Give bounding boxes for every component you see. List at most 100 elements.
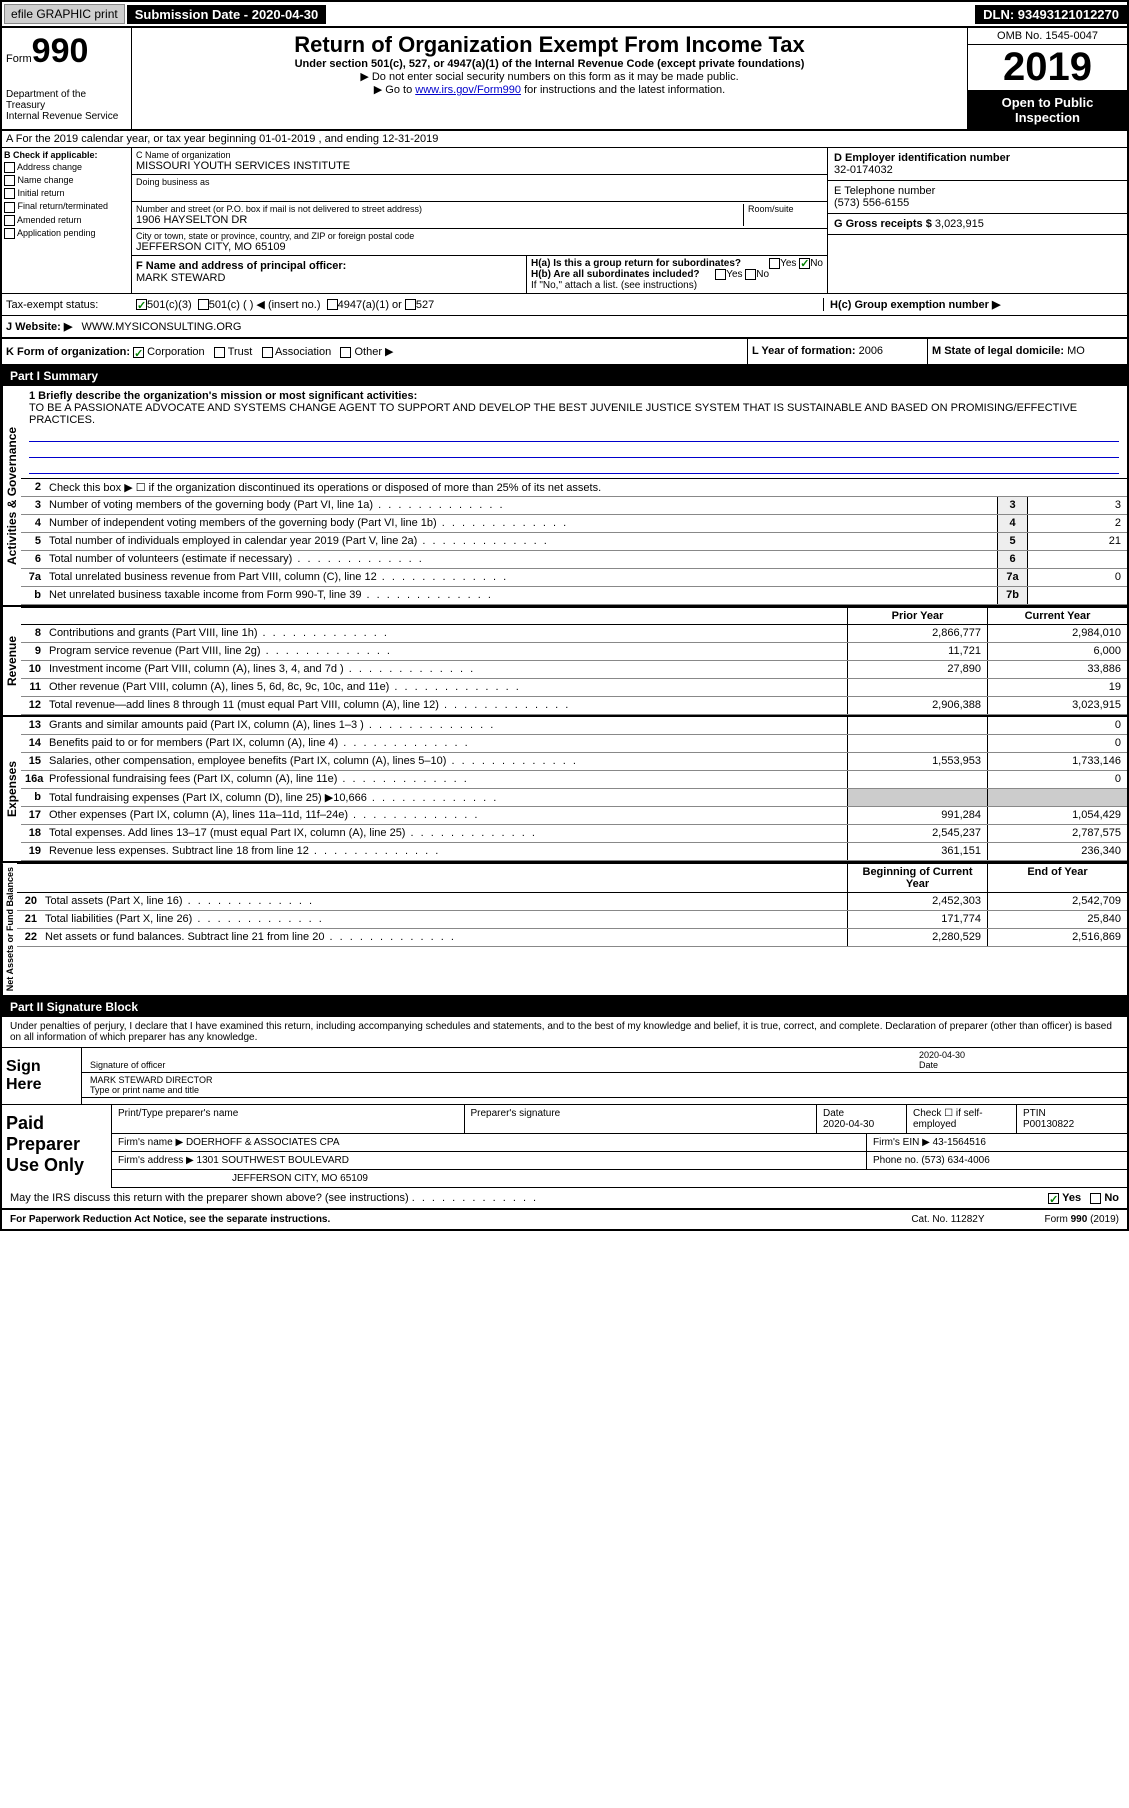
org-name-label: C Name of organization [136,150,823,160]
mission-text: TO BE A PASSIONATE ADVOCATE AND SYSTEMS … [29,402,1119,426]
form-version: Form 990 (2019) [1045,1214,1119,1225]
firm-city: JEFFERSON CITY, MO 65109 [112,1170,1127,1187]
tax-exempt-row: Tax-exempt status: 501(c)(3) 501(c) ( ) … [2,294,1127,316]
form-subtitle: Under section 501(c), 527, or 4947(a)(1)… [136,58,963,70]
check-option[interactable] [4,162,15,173]
financial-line: 22Net assets or fund balances. Subtract … [17,929,1127,947]
title-box: Return of Organization Exempt From Incom… [132,28,967,129]
ptin-label: PTIN [1023,1108,1046,1119]
financial-line: 14Benefits paid to or for members (Part … [21,735,1127,753]
dln-number: DLN: 93493121012270 [975,5,1127,24]
firm-addr-label: Firm's address ▶ [118,1155,194,1166]
firm-address: 1301 SOUTHWEST BOULEVARD [197,1155,349,1166]
ha-yes-checkbox[interactable] [769,258,780,269]
self-employed-check: Check ☐ if self-employed [907,1105,1017,1133]
section-b-header: B Check if applicable: [4,150,129,160]
activities-governance-section: Activities & Governance 1 Briefly descri… [2,386,1127,607]
right-header-box: OMB No. 1545-0047 2019 Open to Public In… [967,28,1127,129]
officer-label: F Name and address of principal officer: [136,260,522,272]
prep-name-label: Print/Type preparer's name [112,1105,465,1133]
website-label: J Website: ▶ [6,321,72,333]
check-option[interactable] [4,175,15,186]
declaration-text: Under penalties of perjury, I declare th… [2,1017,1127,1048]
website-row: J Website: ▶ WWW.MYSICONSULTING.ORG [2,316,1127,339]
summary-line: bNet unrelated business taxable income f… [21,587,1127,605]
period-line: A For the 2019 calendar year, or tax yea… [2,131,1127,148]
form-container: efile GRAPHIC print Submission Date - 20… [0,0,1129,1231]
4947-checkbox[interactable] [327,299,338,310]
hb-yes-checkbox[interactable] [715,269,726,280]
sig-date-value: 2020-04-30 [919,1050,965,1060]
hb-no-checkbox[interactable] [745,269,756,280]
part2-header: Part II Signature Block [2,997,1127,1017]
beginning-year-header: Beginning of Current Year [847,864,987,892]
addr-label: Number and street (or P.O. box if mail i… [136,204,743,214]
check-option[interactable] [4,215,15,226]
firm-ein: 43-1564516 [933,1137,986,1148]
financial-line: 16aProfessional fundraising fees (Part I… [21,771,1127,789]
note-ssn: ▶ Do not enter social security numbers o… [136,70,963,83]
gross-receipts-label: G Gross receipts $ [834,218,932,230]
financial-line: 11Other revenue (Part VIII, column (A), … [21,679,1127,697]
firm-name: DOERHOFF & ASSOCIATES CPA [186,1137,340,1148]
right-info-column: D Employer identification number 32-0174… [827,148,1127,293]
check-option[interactable] [4,188,15,199]
omb-number: OMB No. 1545-0047 [968,28,1127,45]
summary-line: 4Number of independent voting members of… [21,515,1127,533]
other-checkbox[interactable] [340,347,351,358]
section-a: B Check if applicable: Address change Na… [2,148,1127,294]
527-checkbox[interactable] [405,299,416,310]
firm-ein-label: Firm's EIN ▶ [873,1137,930,1148]
section-k-row: K Form of organization: Corporation Trus… [2,339,1127,366]
sign-here-label: Sign Here [2,1048,82,1104]
trust-checkbox[interactable] [214,347,225,358]
ha-label: H(a) Is this a group return for subordin… [531,258,741,269]
financial-line: 20Total assets (Part X, line 16)2,452,30… [17,893,1127,911]
prep-sig-label: Preparer's signature [465,1105,818,1133]
efile-print-button[interactable]: efile GRAPHIC print [4,4,125,24]
department-label: Department of the Treasury Internal Reve… [6,89,127,122]
ein-label: D Employer identification number [834,152,1121,164]
pra-notice: For Paperwork Reduction Act Notice, see … [10,1214,911,1225]
year-formation-value: 2006 [859,345,883,357]
domicile-value: MO [1067,345,1085,357]
irs-link[interactable]: www.irs.gov/Form990 [415,84,521,96]
501c-checkbox[interactable] [198,299,209,310]
note-link: ▶ Go to www.irs.gov/Form990 for instruct… [136,83,963,96]
financial-line: 19Revenue less expenses. Subtract line 1… [21,843,1127,861]
financial-line: 13Grants and similar amounts paid (Part … [21,717,1127,735]
form-header: Form990 Department of the Treasury Inter… [2,28,1127,131]
discuss-no-checkbox[interactable] [1090,1193,1101,1204]
domicile-label: M State of legal domicile: [932,345,1064,357]
k-label: K Form of organization: [6,346,130,358]
discuss-yes-checkbox[interactable] [1048,1193,1059,1204]
financial-line: 9Program service revenue (Part VIII, lin… [21,643,1127,661]
hb-label: H(b) Are all subordinates included? [531,269,700,280]
city-state-zip: JEFFERSON CITY, MO 65109 [136,241,823,253]
sig-date-label: Date [919,1060,938,1070]
firm-name-label: Firm's name ▶ [118,1137,183,1148]
type-name-label: Type or print name and title [90,1085,199,1095]
sig-officer-label: Signature of officer [90,1060,165,1070]
corp-checkbox[interactable] [133,347,144,358]
discuss-row: May the IRS discuss this return with the… [2,1188,1127,1210]
check-option[interactable] [4,228,15,239]
501c3-checkbox[interactable] [136,299,147,310]
submission-date: Submission Date - 2020-04-30 [127,5,327,24]
summary-line: 3Number of voting members of the governi… [21,497,1127,515]
tax-year: 2019 [968,45,1127,91]
assoc-checkbox[interactable] [262,347,273,358]
hc-label: H(c) Group exemption number ▶ [830,299,1000,311]
summary-line: 5Total number of individuals employed in… [21,533,1127,551]
street-address: 1906 HAYSELTON DR [136,214,743,226]
check-option[interactable] [4,202,15,213]
open-public-label: Open to Public Inspection [968,91,1127,129]
net-vertical-label: Net Assets or Fund Balances [2,863,17,995]
room-label: Room/suite [748,204,823,214]
city-label: City or town, state or province, country… [136,231,823,241]
form-prefix: Form [6,53,32,65]
ag-vertical-label: Activities & Governance [2,386,21,605]
paid-preparer-row: Paid Preparer Use Only Print/Type prepar… [2,1104,1127,1188]
cat-number: Cat. No. 11282Y [911,1214,984,1225]
ha-no-checkbox[interactable] [799,258,810,269]
